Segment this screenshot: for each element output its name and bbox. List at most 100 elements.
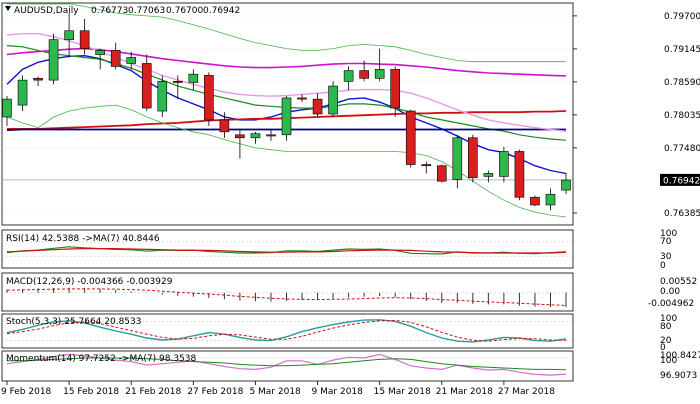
bearish-candle [405,110,416,165]
bearish-candle [436,165,447,182]
price-grid [2,15,573,214]
time-axis: 9 Feb 2018 15 Feb 2018 21 Feb 2018 27 Feb 2… [1,381,555,397]
bearish-candle [33,78,43,81]
candlesticks [2,12,571,211]
macd-tick-top: 0.00552 [660,277,697,287]
time-tick-label: 15 Mar 2018 [374,387,431,397]
ohlc-close: 0.76942 [203,6,240,16]
momentum-tick-100: 100 [660,356,677,366]
stoch-tick-20: 20 [660,336,672,346]
bullish-candle [483,173,494,177]
symbol-label: AUDUSD,Daily [14,6,79,16]
price-tick-label: 0.79700 [664,12,700,22]
momentum-tick-bottom: 96.9073 [660,371,697,381]
bullish-candle [157,80,168,112]
macd-tick-bottom: -0.004962 [648,299,694,309]
stoch-tick-100: 100 [660,314,677,324]
rsi-ma-line [6,248,567,254]
rsi-tick-30: 30 [660,252,672,262]
time-tick-label: 27 Feb 2018 [187,387,243,397]
time-tick-label: 21 Feb 2018 [125,387,181,397]
ohlc-low: 0.76700 [166,6,203,16]
bearish-candle [530,196,540,206]
bullish-candle [250,133,261,139]
price-tick-label: 0.79145 [664,45,700,55]
price-tick-label: 0.78035 [664,111,700,121]
price-tick-label: 0.77480 [664,144,700,154]
stoch-label: Stoch(5,3,3) 25.7664 20.8533 [6,317,141,327]
bullish-candle [17,79,28,106]
bearish-candle [235,134,245,139]
bullish-candle [545,193,556,206]
stoch-tick-0: 0 [660,343,666,353]
stoch-main-line [6,319,567,343]
rsi-tick-100: 100 [660,229,677,239]
rsi-panel-frame [1,229,574,269]
bearish-candle [204,75,214,121]
collapse-arrow-icon[interactable] [5,6,11,11]
bullish-candle [2,98,12,118]
bullish-candle [328,85,338,115]
rsi-label: RSI(14) 42.5388 ->MA(7) 40.8446 [6,234,160,244]
bearish-candle [468,137,478,178]
bullish-candle [188,73,199,83]
stoch-panel-frame [1,313,574,349]
bearish-candle [266,134,276,137]
ohlc-high: 0.77063 [128,6,165,16]
bullish-candle [343,70,354,82]
last-price-box [660,173,700,186]
price-tick-label: 0.76385 [664,209,700,219]
price-panel-frame [1,2,574,226]
time-tick-label: 15 Feb 2018 [63,387,119,397]
bullish-candle [64,30,74,40]
macd-panel-frame [1,272,574,312]
macd-tick-zero: 0.00 [660,287,680,297]
bearish-candle [312,98,323,115]
time-tick-label: 21 Mar 2018 [436,387,493,397]
rsi-tick-0: 0 [660,261,666,271]
time-tick-label: 5 Mar 2018 [249,387,301,397]
bullish-candle [452,137,463,180]
stoch-plot [2,319,573,343]
bearish-candle [141,63,152,109]
rsi-tick-70: 70 [660,237,672,247]
momentum-tick-top: 100.8427 [660,351,700,361]
bullish-candle [281,97,292,136]
time-tick-label: 27 Mar 2018 [498,387,555,397]
bearish-candle [390,69,400,109]
bearish-candle [297,97,307,100]
bullish-candle [48,39,59,81]
bearish-candle [359,70,369,79]
momentum-label: Momentum(14) 97.7252 ->MA(7) 98.3538 [6,354,197,364]
bollinger-upper [7,3,566,63]
price-axis: 0.79700 0.79145 0.78590 0.78035 0.77480 0.763… [573,12,700,219]
momentum-plot [2,353,573,376]
bullish-candle [126,57,137,64]
momentum-panel-frame [1,350,574,382]
bearish-candle [110,50,121,67]
ohlc-open: 0.76773 [91,6,128,16]
bearish-candle [219,119,230,133]
macd-label: MACD(12,26,9) -0.004366 -0.003929 [6,277,173,287]
last-price-label: 0.76942 [663,176,700,186]
time-tick-label: 9 Feb 2018 [1,387,52,397]
bullish-candle [499,151,509,177]
price-tick-label: 0.78590 [664,78,700,88]
bearish-candle [421,164,432,167]
bullish-candle [95,50,105,55]
bullish-candle [561,179,571,191]
time-tick-label: 9 Mar 2018 [312,387,364,397]
bearish-candle [514,151,525,198]
macd-signal-line [6,288,567,306]
bullish-candle [374,69,385,79]
stoch-signal-line [6,319,567,342]
bearish-candle [79,30,90,49]
rsi-plot [2,241,573,257]
chart-header: AUDUSD,Daily 0.76773 0.77063 0.76700 0.7… [5,6,240,16]
macd-plot [2,287,573,308]
stoch-tick-80: 80 [660,322,672,332]
momentum-ma-line [7,357,567,371]
bearish-candle [173,80,183,83]
